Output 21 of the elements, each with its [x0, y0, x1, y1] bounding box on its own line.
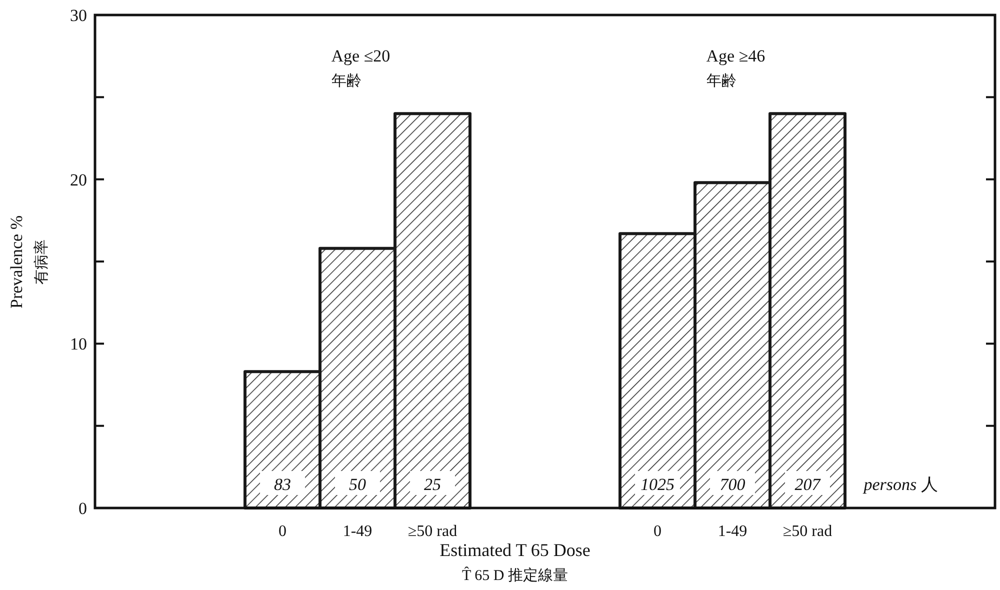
x-tick-label: ≥50 rad: [408, 523, 458, 540]
y-axis-title: Prevalence % 有病率: [7, 216, 50, 308]
annotation: persons 人: [862, 475, 938, 494]
y-tick-label: 0: [78, 499, 87, 518]
y-tick-label: 10: [70, 334, 87, 354]
y-tick-label: 30: [70, 6, 87, 25]
annotation: 207: [794, 475, 822, 494]
annotation: 25: [424, 475, 441, 494]
x-tick-label: ≥50 rad: [782, 523, 832, 540]
annotation: 83: [274, 475, 291, 494]
x-tick-label: 0: [278, 523, 286, 540]
x-tick-label: 0: [654, 523, 662, 540]
annotation: Age ≤20 年齢: [331, 46, 390, 90]
x-tick-label: 1-49: [342, 523, 372, 540]
annotation: Age ≥46 年齢: [706, 46, 766, 90]
annotation: 50: [349, 475, 366, 494]
y-tick-label: 20: [70, 170, 87, 190]
x-tick-label: 1-49: [718, 523, 748, 540]
x-axis-title: Estimated T 65 Dose T̂ 65 D 推定線量: [440, 540, 590, 584]
annotation: 1025: [640, 475, 674, 494]
annotation: 700: [720, 475, 746, 494]
